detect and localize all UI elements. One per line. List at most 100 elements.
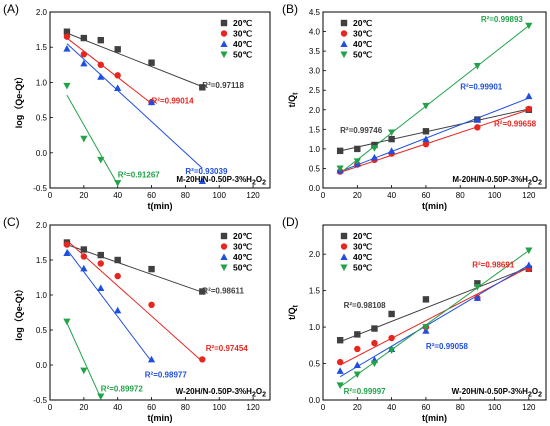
data-point — [388, 135, 395, 143]
legend-marker — [220, 243, 228, 250]
panel-label: (B) — [282, 2, 298, 16]
data-point — [422, 102, 430, 110]
x-tick-label: 100 — [488, 403, 502, 412]
legend-label: 20℃ — [353, 231, 372, 241]
fit-line — [66, 94, 119, 185]
y-tick-label: 1.5 — [309, 287, 321, 296]
data-point — [371, 339, 378, 347]
fit-line — [66, 249, 152, 362]
data-point — [199, 356, 206, 363]
data-point — [388, 347, 396, 355]
legend-marker — [220, 40, 228, 47]
legend-marker — [220, 264, 228, 272]
y-axis-label: log（Qe-Qt） — [14, 284, 24, 341]
legend-label: 40℃ — [233, 39, 252, 49]
y-tick-label: 0.5 — [309, 164, 321, 173]
x-tick-label: 100 — [213, 191, 227, 200]
legend-label: 50℃ — [353, 263, 372, 273]
y-tick-label: 0.0 — [309, 184, 321, 193]
data-point — [147, 98, 156, 106]
data-point — [336, 337, 344, 344]
legend-marker — [340, 51, 348, 59]
legend-marker — [340, 264, 348, 272]
data-point — [114, 256, 121, 264]
data-point — [370, 360, 379, 368]
y-tick-label: 1.5 — [309, 125, 321, 134]
data-point — [198, 177, 206, 184]
legend-marker — [340, 40, 348, 47]
y-tick-label: 1.0 — [309, 145, 321, 154]
x-tick-label: 60 — [147, 403, 156, 412]
r-squared-label: R²=0.98108 — [344, 301, 387, 310]
data-point — [97, 61, 104, 68]
data-point — [353, 371, 361, 379]
data-point — [97, 36, 104, 44]
y-tick-label: 2.0 — [36, 8, 48, 17]
y-tick-label: 2.0 — [309, 250, 321, 259]
y-tick-label: 0.0 — [36, 149, 48, 158]
y-axis-label: t/Qt — [287, 304, 300, 320]
legend-label: 50℃ — [233, 263, 252, 273]
y-tick-label: 2.0 — [36, 221, 48, 230]
data-point — [114, 46, 121, 53]
data-point — [388, 147, 396, 154]
legend-label: 40℃ — [233, 252, 252, 262]
panel-label: (D) — [282, 215, 299, 229]
data-point — [97, 156, 105, 164]
x-axis-label: t(min) — [148, 413, 173, 423]
data-point — [80, 253, 88, 260]
plot-frame — [49, 11, 271, 189]
data-point — [474, 124, 481, 131]
data-point — [114, 180, 122, 187]
data-point — [353, 158, 361, 166]
data-point — [474, 280, 481, 287]
data-point — [148, 265, 155, 273]
x-tick-label: 40 — [387, 191, 396, 200]
data-point — [422, 140, 430, 148]
y-tick-label: 2.0 — [309, 106, 321, 115]
r-squared-label: R²=0.99658 — [494, 120, 537, 129]
y-tick-label: 0.5 — [309, 360, 321, 369]
y-axis-label: t/Qt — [287, 92, 300, 108]
x-tick-label: 60 — [421, 403, 430, 412]
data-point — [97, 284, 105, 291]
data-point — [114, 306, 122, 314]
r-squared-label: R²=0.99901 — [460, 82, 503, 91]
legend-marker — [220, 253, 228, 260]
legend-label: 30℃ — [353, 29, 372, 39]
legend-label: 40℃ — [353, 252, 372, 262]
data-point — [422, 296, 430, 303]
legend-marker — [220, 30, 228, 37]
data-point — [388, 129, 396, 137]
r-squared-label: R²=0.97118 — [202, 81, 244, 90]
data-point — [422, 324, 430, 331]
r-squared-label: R²=0.99014 — [152, 97, 195, 106]
y-tick-label: 1.0 — [36, 78, 48, 87]
sample-annotation: M-20H/N-0.50P-3%H2O2 — [176, 175, 266, 187]
legend-label: 30℃ — [353, 242, 372, 252]
data-point — [370, 145, 379, 152]
data-point — [473, 283, 481, 291]
chart-panel-a: (A) 0 20 40 60 80 100 120 -0.5 0.0 0.5 1.0 1.5 2.0 t(m… — [3, 2, 271, 211]
data-point — [97, 251, 104, 259]
x-axis-label: t(min) — [422, 201, 447, 211]
y-tick-label: 1.5 — [36, 43, 48, 52]
x-tick-label: 120 — [246, 403, 260, 412]
data-point — [354, 345, 361, 353]
data-point — [353, 361, 361, 368]
x-tick-label: 100 — [213, 403, 227, 412]
data-point — [97, 393, 105, 401]
y-tick-label: 1.0 — [309, 323, 321, 332]
r-squared-label: R²=0.99893 — [481, 15, 524, 24]
sample-annotation: M-20H/N-0.50P-3%H2O2 — [452, 175, 542, 187]
data-point — [336, 147, 344, 155]
y-tick-label: 0.5 — [36, 114, 48, 123]
y-tick-label: 0.0 — [309, 396, 321, 405]
panel-label: (A) — [3, 2, 19, 16]
data-point — [525, 92, 533, 100]
legend-label: 50℃ — [233, 50, 252, 60]
r-squared-label: R²=0.91267 — [118, 170, 161, 179]
r-squared-label: R²=0.99058 — [426, 342, 469, 351]
data-point — [80, 59, 88, 67]
